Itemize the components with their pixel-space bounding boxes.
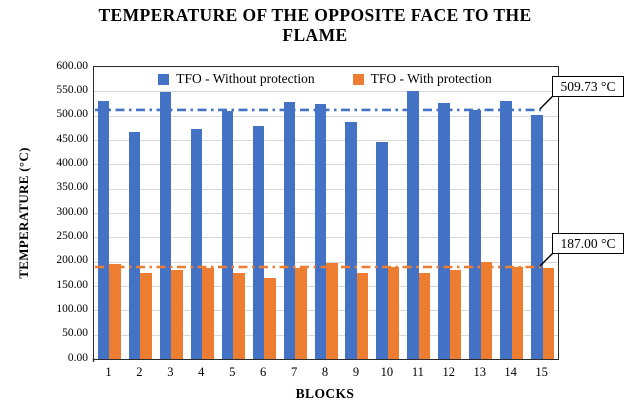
bar-group xyxy=(527,67,558,359)
bar-without-protection xyxy=(283,102,296,359)
legend-label: TFO - With protection xyxy=(370,71,492,86)
x-axis-tick-label: 2 xyxy=(136,365,143,379)
y-axis-tick-label: 600.00 xyxy=(56,59,88,72)
bar-without-protection xyxy=(438,102,450,359)
x-axis-title: BLOCKS xyxy=(295,386,355,401)
x-axis-tick-label: 7 xyxy=(290,365,298,379)
bar-with-protection xyxy=(140,272,152,359)
y-axis-tick-label: 350.00 xyxy=(56,181,88,194)
bar-with-protection xyxy=(171,269,183,359)
bar-group xyxy=(218,67,249,359)
bar-group xyxy=(280,67,311,359)
x-axis: 1 2 3 4 5 6 7 8 9 10 11 12 13 14 15 xyxy=(93,365,557,380)
bar-group xyxy=(125,67,156,359)
bar-without-protection xyxy=(221,111,234,359)
bar-with-protection xyxy=(233,272,245,359)
bar-group xyxy=(496,67,527,359)
bar-group xyxy=(311,67,342,359)
bar-with-protection xyxy=(542,268,555,359)
x-axis-tick-label: 11 xyxy=(411,365,424,379)
bar-group xyxy=(403,67,434,359)
bar-without-protection xyxy=(314,104,327,359)
bar-without-protection xyxy=(500,100,512,359)
y-axis-tick-label: 50.00 xyxy=(62,327,88,340)
y-axis-tick-label: 300.00 xyxy=(56,205,88,218)
x-axis-tick-label: 10 xyxy=(380,365,394,379)
bar-with-protection xyxy=(264,278,276,359)
bar-with-protection xyxy=(480,261,493,359)
y-axis-tick-label: 400.00 xyxy=(56,156,88,169)
bar-group xyxy=(94,67,125,359)
y-axis-tick-label: 0.00 xyxy=(67,351,88,364)
bar-without-protection xyxy=(190,128,203,359)
legend: TFO - Without protection TFO - With prote… xyxy=(93,71,557,87)
bar-with-protection xyxy=(326,263,338,359)
bar-with-protection xyxy=(295,267,307,359)
plot-area xyxy=(93,66,559,360)
x-axis-tick-label: 5 xyxy=(229,365,236,379)
bar-without-protection xyxy=(531,115,543,359)
bar-group xyxy=(372,67,403,359)
bar-without-protection xyxy=(97,100,110,359)
gridline xyxy=(94,91,558,93)
legend-label: TFO - Without protection xyxy=(176,71,315,86)
bar-with-protection xyxy=(418,272,431,359)
bar-without-protection xyxy=(376,141,388,359)
chart-title: TEMPERATURE OF THE OPPOSITE FACE TO THE … xyxy=(0,5,630,45)
bar-group xyxy=(434,67,465,359)
bar-without-protection xyxy=(469,109,481,359)
y-axis: 600.00 550.00 500.00 450.00 400.00 350.00 300.… xyxy=(0,0,88,412)
y-axis-tick-label: 150.00 xyxy=(56,278,88,291)
bar-group xyxy=(187,67,218,359)
callout-average-without-protection: 509.73 °C xyxy=(552,75,624,97)
bar-without-protection xyxy=(345,121,357,359)
bar-group xyxy=(465,67,496,359)
x-axis-tick-label: 6 xyxy=(260,365,267,379)
x-axis-tick-label: 13 xyxy=(473,365,486,379)
x-axis-tick-label: 14 xyxy=(504,365,517,379)
bar-without-protection xyxy=(159,91,172,359)
x-axis-tick-label: 12 xyxy=(442,365,456,379)
bar-without-protection xyxy=(407,90,419,359)
legend-item: TFO - Without protection xyxy=(158,71,315,87)
callout-average-with-protection: 187.00 °C xyxy=(552,232,624,254)
chart-title-line1: TEMPERATURE OF THE OPPOSITE FACE TO THE xyxy=(98,5,532,25)
bar-group xyxy=(249,67,280,359)
bar-without-protection xyxy=(252,125,265,359)
bar-group xyxy=(342,67,373,359)
bar-with-protection xyxy=(356,272,369,359)
bar-with-protection xyxy=(511,267,524,359)
y-axis-tick-label: 200.00 xyxy=(56,254,88,267)
bar-with-protection xyxy=(109,263,121,359)
y-axis-tick-label: 550.00 xyxy=(56,83,88,96)
legend-item: TFO - With protection xyxy=(352,71,492,87)
bar-without-protection xyxy=(128,132,141,359)
x-axis-tick-label: 9 xyxy=(352,365,360,379)
x-axis-tick-label: 4 xyxy=(198,365,205,379)
y-axis-tick-label: 500.00 xyxy=(56,108,88,121)
bar-with-protection xyxy=(387,267,400,359)
legend-swatch-icon xyxy=(158,73,170,85)
x-axis-tick-label: 3 xyxy=(167,365,174,379)
bar-with-protection xyxy=(449,269,462,359)
x-axis-tick-label: 8 xyxy=(321,365,329,379)
x-axis-tick-label: 15 xyxy=(535,365,548,379)
x-axis-tick-label: 1 xyxy=(105,365,112,379)
bar-group xyxy=(156,67,187,359)
legend-swatch-icon xyxy=(352,73,364,85)
y-axis-tick-label: 250.00 xyxy=(56,229,88,242)
chart-title-line2: FLAME xyxy=(282,25,348,45)
y-axis-tick-label: 100.00 xyxy=(56,302,88,315)
y-axis-tick-label: 450.00 xyxy=(56,132,88,145)
bars-layer xyxy=(94,67,558,359)
bar-with-protection xyxy=(202,268,214,359)
